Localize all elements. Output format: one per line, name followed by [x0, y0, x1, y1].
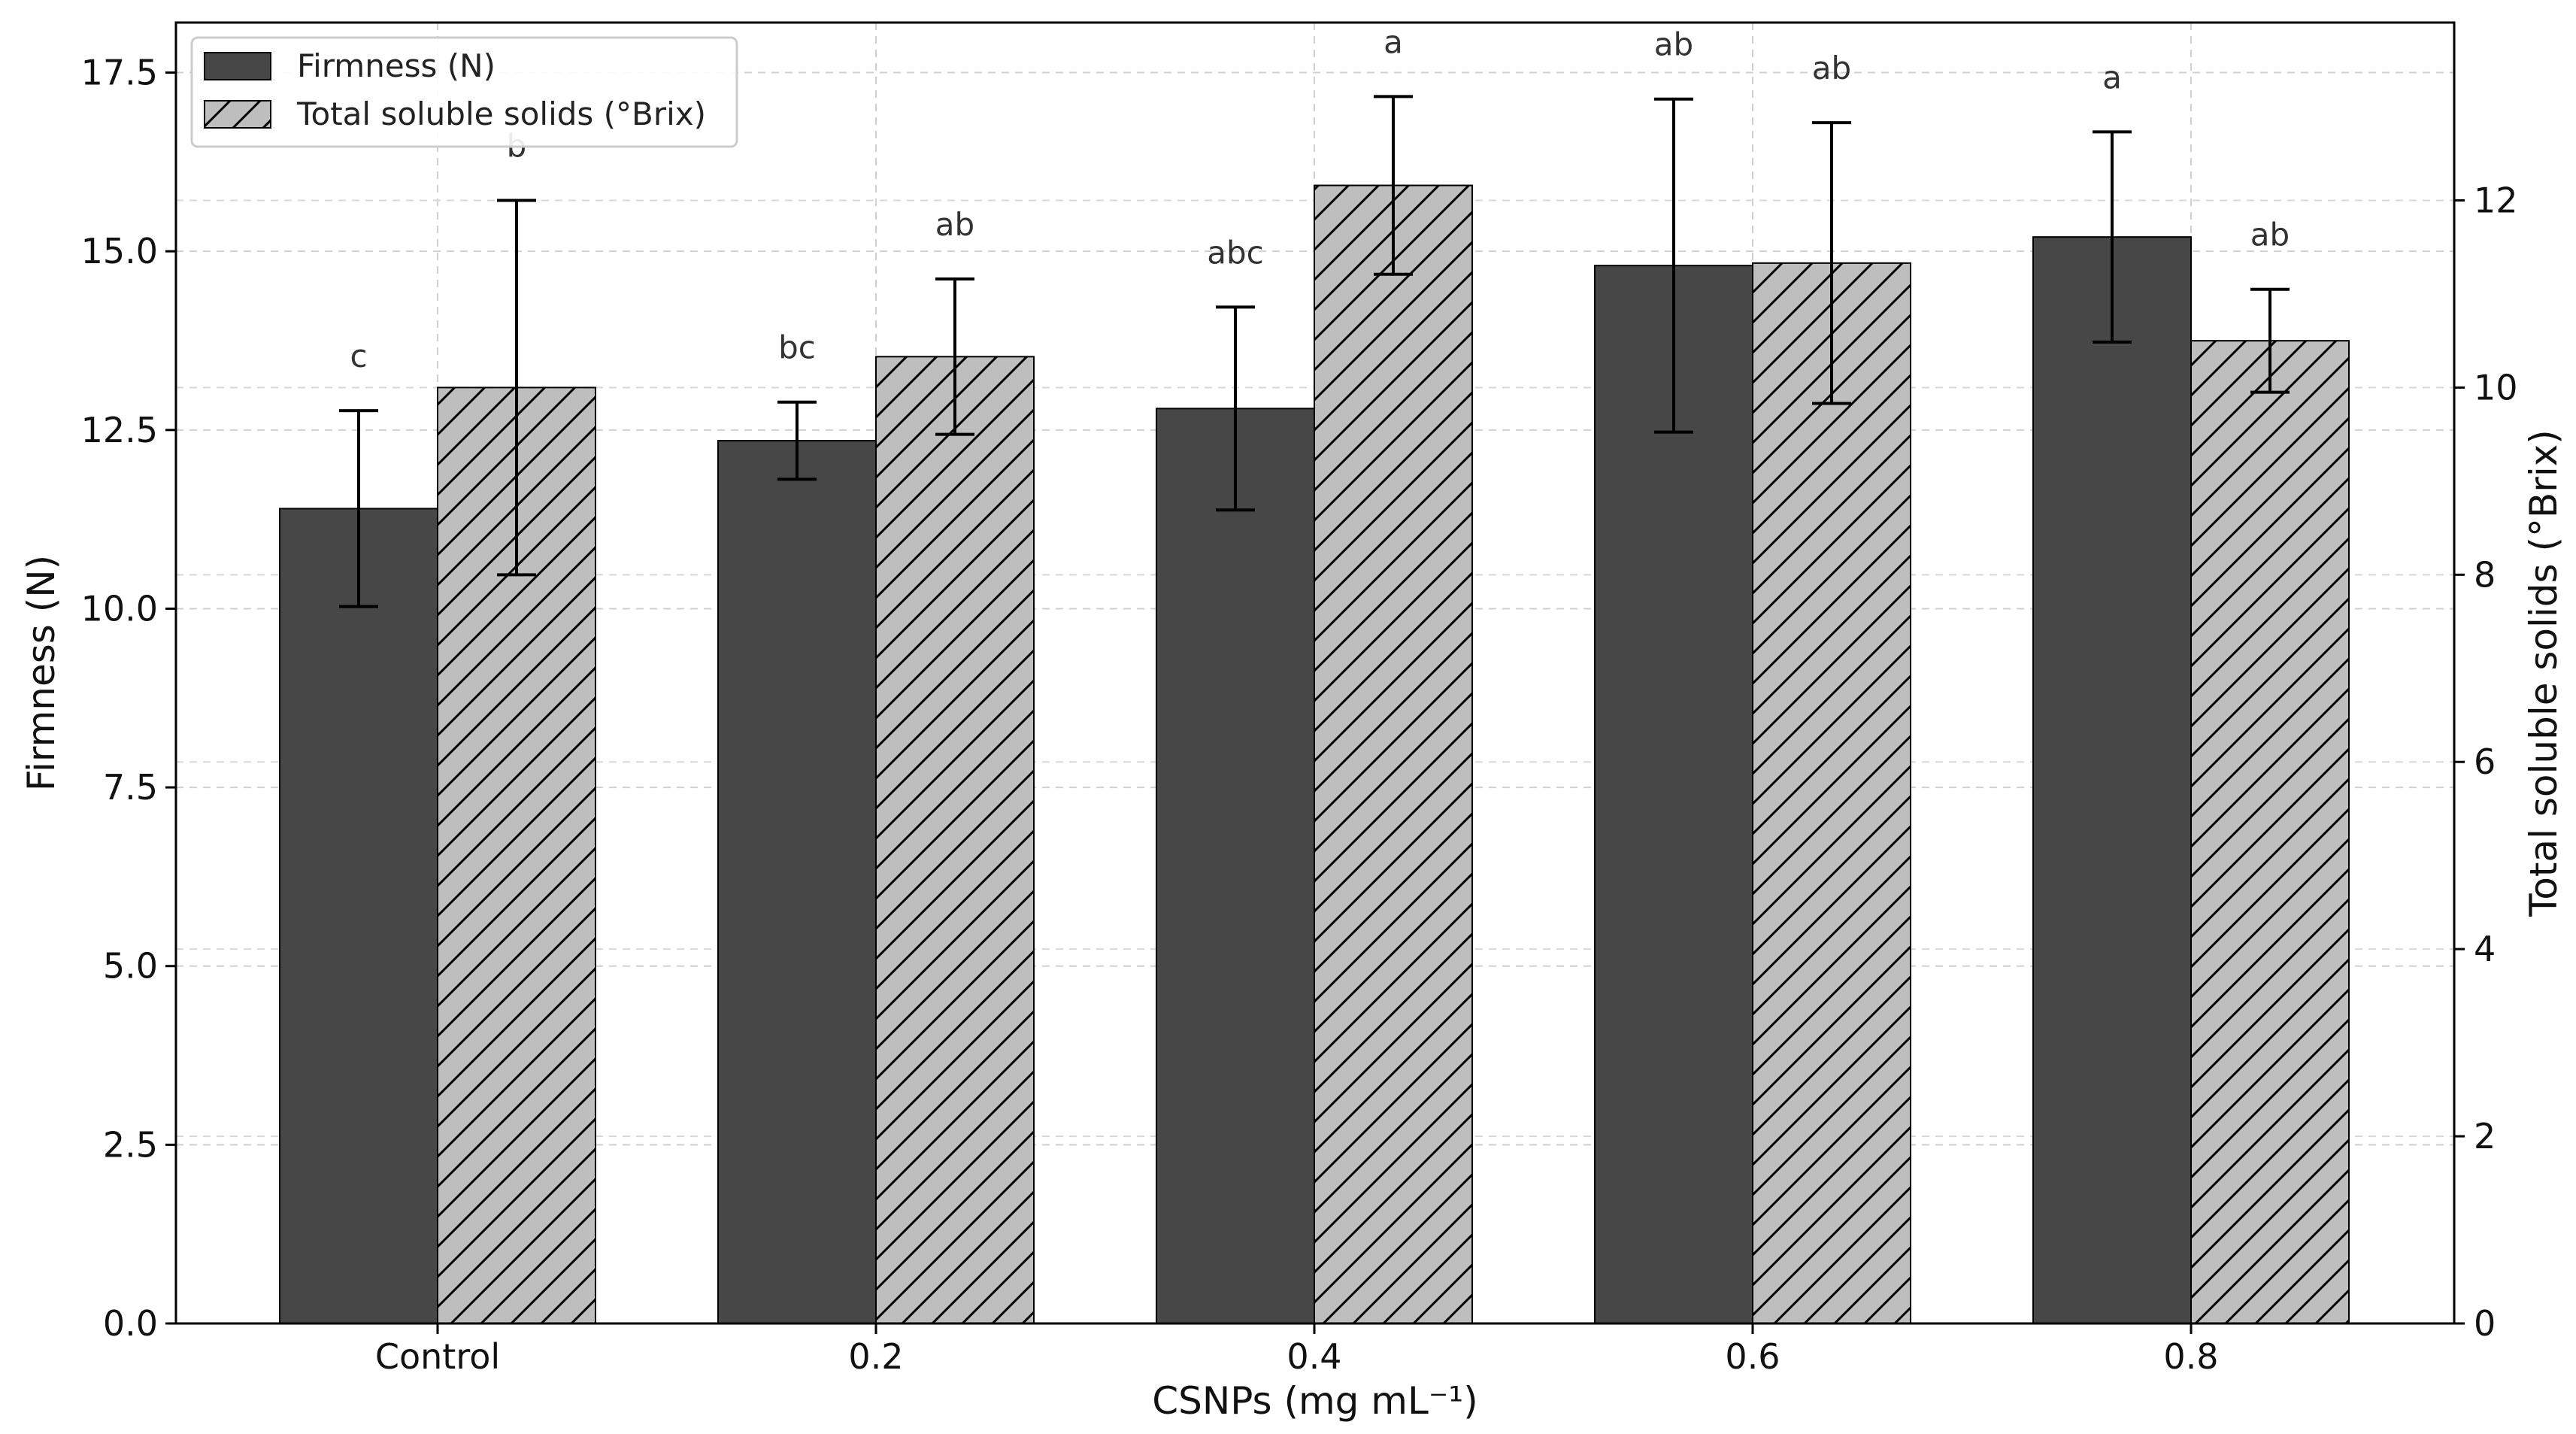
significance-letter: bc — [778, 329, 816, 366]
error-bars-layer — [339, 95, 2290, 608]
significance-letter: a — [2102, 59, 2122, 95]
bar-tss — [1752, 262, 1911, 1325]
right-y-tick-label: 10 — [2474, 367, 2518, 408]
right-y-tick-label: 0 — [2474, 1303, 2496, 1344]
legend-swatch-firmness — [204, 52, 271, 80]
left-y-tick-label: 5.0 — [103, 946, 158, 987]
right-y-axis: 0 2 4 6 8 10 12 — [2454, 180, 2518, 1344]
significance-letter: abc — [1207, 234, 1264, 271]
x-tick-label: 0.8 — [2163, 1336, 2218, 1377]
left-y-tick-label: 7.5 — [103, 767, 158, 808]
legend: Firmness (N) Total soluble solids (°Brix… — [190, 36, 738, 148]
left-y-tick-label: 2.5 — [103, 1124, 158, 1165]
bar-tss — [875, 356, 1035, 1324]
x-tick-label: 0.4 — [1286, 1336, 1341, 1377]
bar-firmness — [279, 508, 438, 1324]
x-axis-label: CSNPs (mg mL⁻¹) — [1152, 1379, 1478, 1423]
right-y-axis-label: Total soluble solids (°Brix) — [2522, 429, 2565, 917]
left-y-tick-label: 15.0 — [81, 231, 158, 271]
left-y-tick-label: 10.0 — [81, 588, 158, 629]
bar-tss — [1314, 184, 1473, 1324]
right-y-tick-label: 2 — [2474, 1116, 2496, 1157]
significance-letter: c — [350, 338, 367, 374]
x-axis: Control 0.2 0.4 0.6 0.8 — [375, 1323, 2219, 1377]
x-tick-label: 0.2 — [848, 1336, 903, 1377]
left-y-tick-label: 12.5 — [81, 410, 158, 450]
right-y-tick-label: 4 — [2474, 929, 2496, 969]
legend-box — [190, 36, 738, 148]
significance-letter: ab — [2250, 217, 2290, 253]
left-y-tick-label: 17.5 — [81, 53, 158, 93]
legend-swatch-tss — [204, 100, 271, 129]
left-y-tick-label: 0.0 — [103, 1303, 158, 1344]
x-tick-label: 0.6 — [1725, 1336, 1780, 1377]
right-y-tick-label: 6 — [2474, 741, 2496, 782]
bar-firmness — [717, 440, 877, 1324]
right-y-tick-label: 8 — [2474, 554, 2496, 595]
significance-letter: a — [1383, 23, 1403, 60]
significance-letter: ab — [935, 206, 974, 243]
bar-firmness — [2032, 236, 2192, 1325]
bar-firmness — [1156, 408, 1315, 1324]
x-tick-label: Control — [375, 1336, 500, 1377]
legend-label-tss: Total soluble solids (°Brix) — [296, 95, 706, 132]
left-y-axis-label: Firmness (N) — [20, 555, 63, 791]
legend-label-firmness: Firmness (N) — [297, 47, 496, 84]
bar-tss — [2190, 340, 2350, 1324]
significance-letter: ab — [1812, 50, 1851, 86]
bars-layer — [279, 184, 2350, 1325]
right-y-tick-label: 12 — [2474, 180, 2518, 220]
significance-letters-layer: cbcabcabababaabab — [350, 23, 2290, 374]
left-y-axis: 0.0 2.5 5.0 7.5 10.0 12.5 15.0 17.5 — [81, 53, 176, 1344]
significance-letter: ab — [1654, 26, 1693, 63]
